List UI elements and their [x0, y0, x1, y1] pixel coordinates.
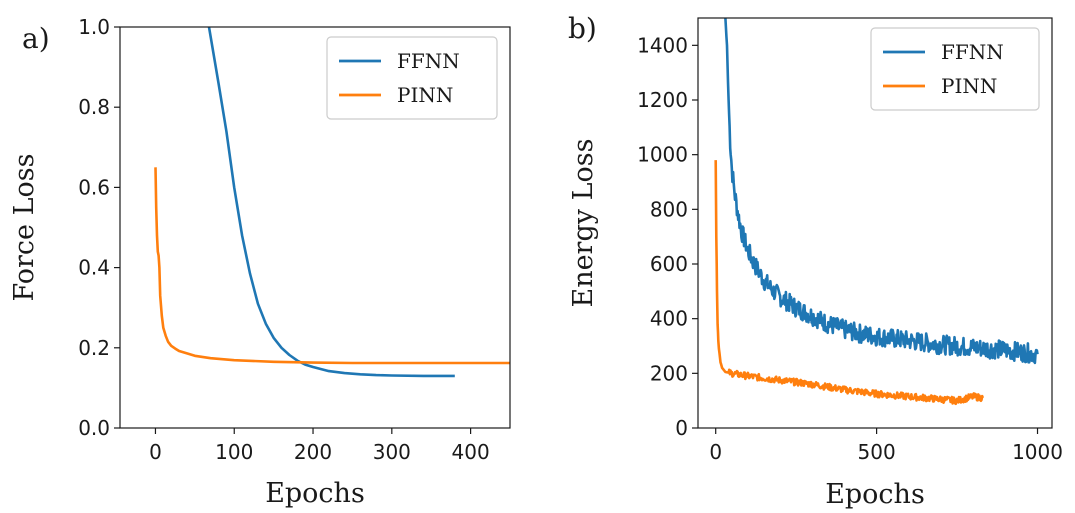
x-axis-label: Epochs — [265, 478, 365, 509]
y-tick-label: 0.8 — [78, 95, 110, 119]
y-tick-label: 0.0 — [78, 416, 110, 440]
x-tick-label: 0 — [149, 440, 162, 464]
y-tick-label: 600 — [650, 252, 688, 276]
series-line-pinn — [714, 160, 985, 406]
y-tick-label: 1000 — [637, 143, 688, 167]
y-tick-label: 400 — [650, 307, 688, 331]
series-line-pinn — [154, 167, 510, 365]
x-tick-label: 200 — [294, 440, 332, 464]
panel-label: a) — [22, 22, 50, 55]
legend-label-ffnn: FFNN — [941, 40, 1004, 64]
legend-box — [326, 36, 498, 120]
y-tick-label: 0 — [675, 416, 688, 440]
y-tick-label: 0.4 — [78, 256, 110, 280]
y-axis-label: Energy Loss — [568, 138, 599, 307]
x-tick-label: 300 — [373, 440, 411, 464]
x-axis-label: Epochs — [825, 479, 925, 510]
chart-panel-2: 0 500 1000 0 200 400 600 800 1000 1200 1400 Epochs E… — [568, 12, 1063, 510]
y-tick-label: 0.2 — [78, 336, 110, 360]
y-tick-label: 1.0 — [78, 15, 110, 39]
legend-label-pinn: PINN — [941, 74, 997, 98]
legend-label-pinn: PINN — [397, 83, 453, 107]
y-axis-label: Force Loss — [9, 154, 40, 302]
legend-label-ffnn: FFNN — [397, 49, 460, 73]
x-tick-label: 400 — [452, 440, 490, 464]
y-tick-label: 200 — [650, 361, 688, 385]
series-line-ffnn — [724, 18, 1039, 365]
x-tick-label: 0 — [709, 440, 722, 464]
plot-frame — [119, 26, 511, 429]
y-tick-label: 1400 — [637, 33, 688, 57]
y-tick-label: 800 — [650, 197, 688, 221]
legend-box — [870, 27, 1040, 111]
y-tick-label: 1200 — [637, 88, 688, 112]
plot-frame — [697, 17, 1053, 429]
y-tick-label: 0.6 — [78, 175, 110, 199]
panel-label: b) — [568, 12, 597, 45]
chart-panel-1: 0 100 200 300 400 0.0 0.2 0.4 0.6 0.8 1.0 Epochs For… — [9, 15, 511, 509]
series-line-ffnn — [207, 27, 455, 378]
x-tick-label: 1000 — [1012, 440, 1063, 464]
x-tick-label: 500 — [858, 440, 896, 464]
x-tick-label: 100 — [215, 440, 253, 464]
